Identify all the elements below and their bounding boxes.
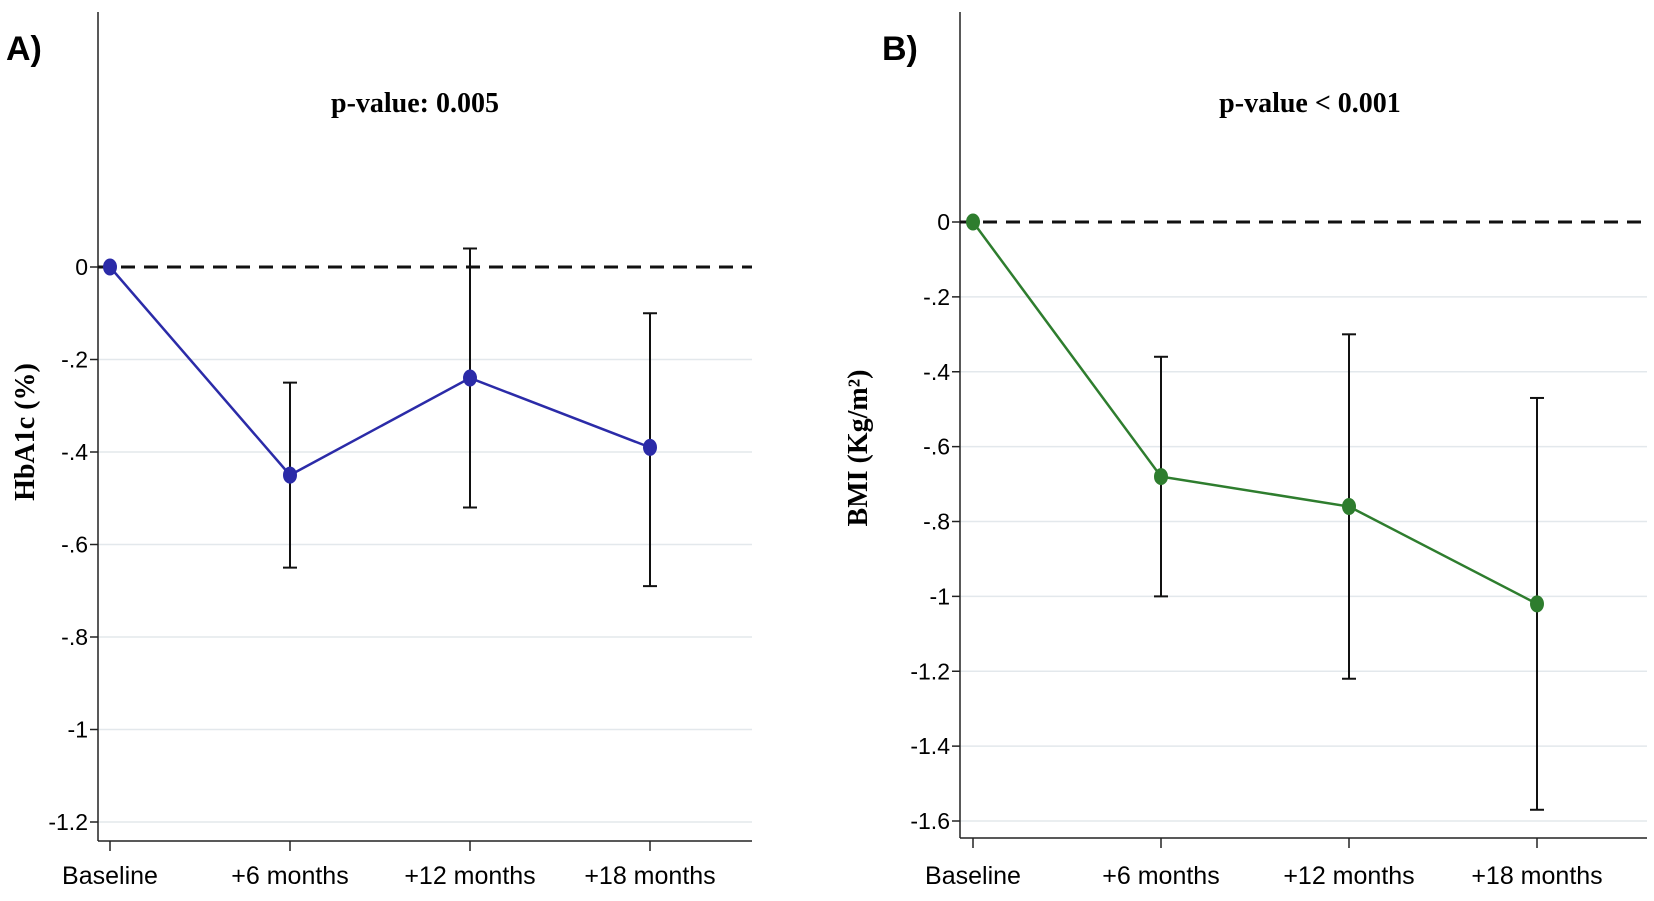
panel-a-y-tick-label: -.4 bbox=[61, 439, 88, 465]
panel-b-y-tick-label: -1.4 bbox=[910, 733, 950, 759]
panel-a-series-line bbox=[109, 266, 651, 477]
panel-b-y-tick-label: -1.2 bbox=[910, 658, 950, 684]
panel-b-y-tick-label: -1.6 bbox=[910, 808, 950, 834]
panel-b-x-tick-label: +18 months bbox=[1471, 862, 1602, 890]
panel-a-y-tick-label: -1.2 bbox=[48, 809, 88, 835]
panel-b-x-tick-label: +12 months bbox=[1283, 862, 1414, 890]
panel-b-y-tick-label: -.4 bbox=[923, 359, 950, 385]
panel-a-data-point bbox=[463, 369, 477, 387]
panel-a-x-tick-label: +12 months bbox=[404, 862, 535, 890]
panel-a-y-tick-label: -1 bbox=[68, 717, 88, 743]
panel-a-data-point bbox=[103, 258, 117, 276]
panel-a-data-point bbox=[643, 438, 657, 456]
panel-b-title: p-value < 0.001 bbox=[1219, 88, 1401, 119]
panel-b-data-point bbox=[1530, 595, 1544, 613]
panel-a-x-tick-label: +6 months bbox=[231, 862, 348, 890]
panel-b-y-axis-label: BMI (Kg/m²) bbox=[843, 370, 874, 527]
panel-a-title: p-value: 0.005 bbox=[331, 88, 499, 119]
panel-a-x-tick-label: Baseline bbox=[62, 862, 158, 890]
panel-a-x-tick-label: +18 months bbox=[584, 862, 715, 890]
panel-b-y-tick-label: -.6 bbox=[923, 434, 950, 460]
panel-a-y-tick-label: 0 bbox=[75, 254, 88, 280]
panel-b-x-tick-label: +6 months bbox=[1102, 862, 1219, 890]
panel-b-y-tick-label: -.2 bbox=[923, 284, 950, 310]
panel-a-label: A) bbox=[6, 30, 42, 68]
panel-b-y-tick-label: 0 bbox=[937, 209, 950, 235]
panel-a-y-tick-label: -.6 bbox=[61, 532, 88, 558]
panel-b-y-tick-label: -1 bbox=[930, 583, 950, 609]
panel-b-data-point bbox=[966, 213, 980, 231]
panel-b-data-point bbox=[1154, 468, 1168, 486]
panel-a-y-tick-label: -.2 bbox=[61, 347, 88, 373]
panel-b-x-tick-label: Baseline bbox=[925, 862, 1021, 890]
panel-b-data-point bbox=[1342, 498, 1356, 516]
panel-a-y-axis-label: HbA1c (%) bbox=[10, 363, 41, 501]
panel-a-data-point bbox=[283, 466, 297, 484]
panel-a-plot: 0 -.2 -.4 -.6 -.8 -1 -1.2 Baseline +6 months +12 … bbox=[48, 12, 752, 890]
panel-b-plot: 0 -.2 -.4 -.6 -.8 -1 -1.2 -1.4 -1.6 Baseline +6 mo… bbox=[910, 12, 1647, 890]
panel-b-y-tick-label: -.8 bbox=[923, 509, 950, 535]
panel-b-series-line bbox=[971, 221, 1538, 605]
panel-a-y-tick-label: -.8 bbox=[61, 624, 88, 650]
panel-b-label: B) bbox=[882, 30, 918, 68]
